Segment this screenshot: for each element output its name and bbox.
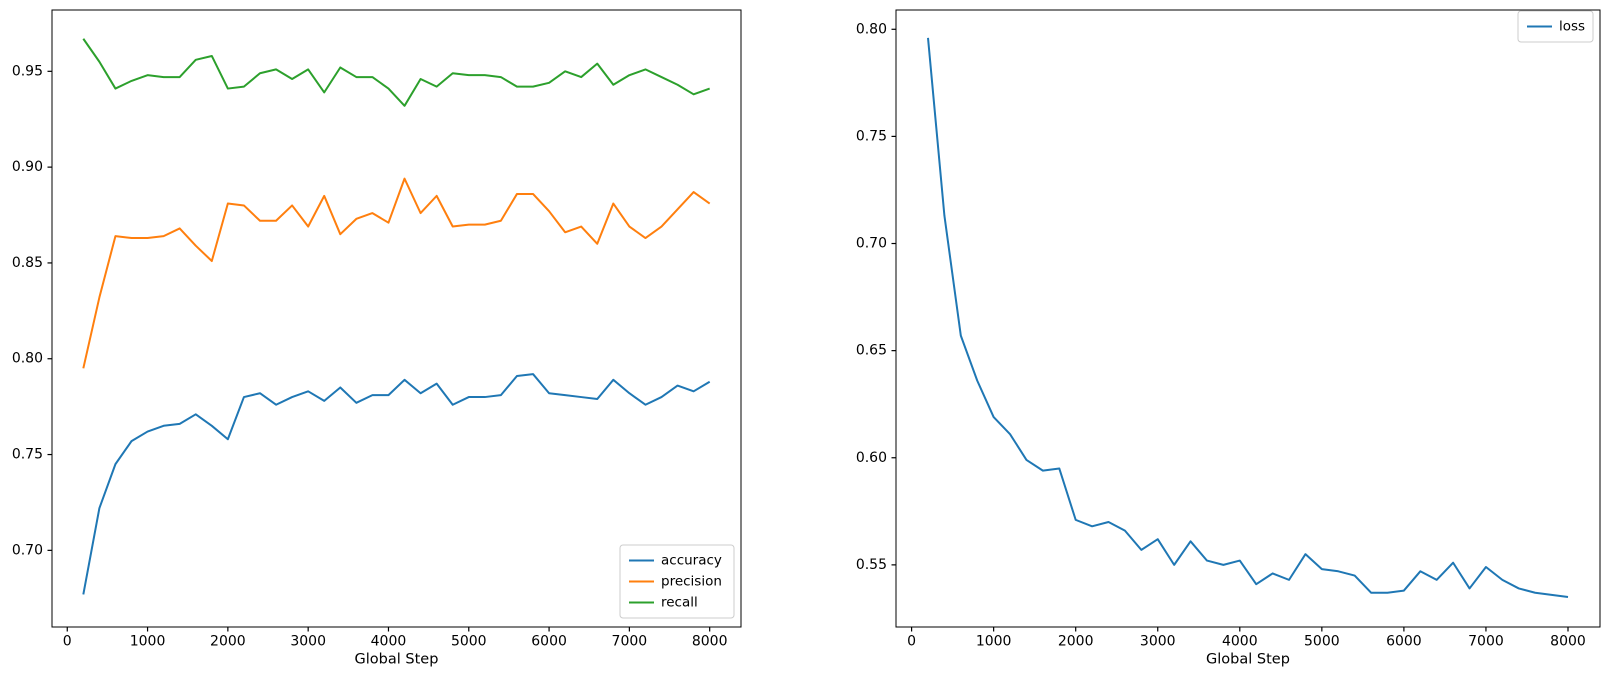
x-tick-label: 5000 xyxy=(451,634,487,650)
x-tick-label: 0 xyxy=(63,634,72,650)
y-tick-label: 0.65 xyxy=(856,343,887,359)
y-tick-label: 0.75 xyxy=(12,447,43,463)
x-tick-label: 5000 xyxy=(1304,634,1340,650)
x-tick-label: 6000 xyxy=(531,634,567,650)
y-tick-label: 0.80 xyxy=(856,21,887,37)
legend-label-precision: precision xyxy=(661,574,722,590)
x-tick-label: 8000 xyxy=(692,634,728,650)
legend-label-loss: loss xyxy=(1559,19,1585,35)
precision-line xyxy=(82,177,711,369)
legend-label-recall: recall xyxy=(661,595,698,611)
y-tick-label: 0.60 xyxy=(856,450,887,466)
x-tick-label: 7000 xyxy=(612,634,648,650)
loss-panel-legend-box xyxy=(1517,10,1594,43)
x-tick-label: 7000 xyxy=(1468,634,1504,650)
x-tick-label: 1000 xyxy=(130,634,166,650)
y-tick-label: 0.95 xyxy=(12,63,43,79)
y-tick-label: 0.70 xyxy=(12,542,43,558)
accuracy-line xyxy=(82,373,711,595)
y-tick-label: 0.80 xyxy=(12,351,43,367)
x-axis-label: Global Step xyxy=(1206,652,1290,668)
x-tick-label: 3000 xyxy=(290,634,326,650)
x-tick-label: 4000 xyxy=(1222,634,1258,650)
metrics-panel-spines xyxy=(51,9,742,628)
y-tick-label: 0.55 xyxy=(856,557,887,573)
x-axis-label: Global Step xyxy=(355,652,439,668)
loss-line xyxy=(927,37,1569,599)
x-tick-label: 1000 xyxy=(976,634,1012,650)
metrics-panel-legend-box xyxy=(619,544,735,619)
y-tick-label: 0.75 xyxy=(856,128,887,144)
y-tick-label: 0.85 xyxy=(12,255,43,271)
y-tick-label: 0.70 xyxy=(856,236,887,252)
legend-label-accuracy: accuracy xyxy=(661,553,722,569)
x-tick-label: 4000 xyxy=(371,634,407,650)
x-tick-label: 2000 xyxy=(1058,634,1094,650)
x-tick-label: 3000 xyxy=(1140,634,1176,650)
x-tick-label: 2000 xyxy=(210,634,246,650)
recall-line xyxy=(82,38,711,107)
loss-panel-spines xyxy=(895,9,1601,628)
y-tick-label: 0.90 xyxy=(12,159,43,175)
x-tick-label: 6000 xyxy=(1386,634,1422,650)
x-tick-label: 8000 xyxy=(1550,634,1586,650)
x-tick-label: 0 xyxy=(907,634,916,650)
